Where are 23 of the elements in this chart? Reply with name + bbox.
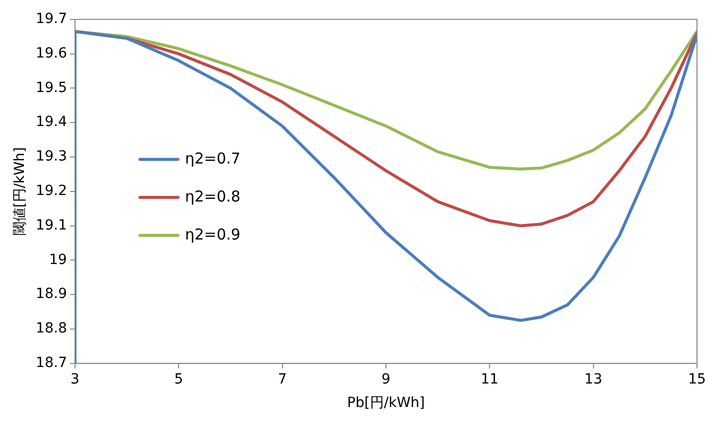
x-tick-label: 9 bbox=[382, 371, 390, 388]
y-tick-label: 19.7 bbox=[36, 11, 67, 28]
y-tick-label: 19.6 bbox=[36, 45, 68, 62]
y-tick-label: 19.4 bbox=[36, 114, 68, 130]
y-tick-label: 19.5 bbox=[36, 80, 67, 96]
x-tick-label: 13 bbox=[584, 371, 602, 388]
x-tick-label: 3 bbox=[70, 371, 80, 388]
x-tick-label: 7 bbox=[278, 371, 287, 388]
y-tick-label: 19.3 bbox=[36, 148, 67, 165]
y-tick-label: 18.7 bbox=[36, 355, 67, 372]
y-tick-label: 19.1 bbox=[36, 217, 67, 234]
x-tick-label: 11 bbox=[480, 371, 499, 388]
x-axis-title: Pb[円/kWh] bbox=[347, 395, 425, 412]
y-tick-label: 18.8 bbox=[36, 320, 67, 337]
legend-label: η2=0.7 bbox=[184, 149, 240, 168]
legend-label: η2=0.8 bbox=[184, 187, 240, 206]
y-tick-label: 19.2 bbox=[36, 183, 67, 200]
y-axis-title: 閾値[円/kWh] bbox=[12, 147, 28, 236]
y-tick-label: 19 bbox=[49, 252, 67, 268]
y-tick-label: 18.9 bbox=[36, 286, 67, 302]
x-tick-label: 5 bbox=[174, 371, 184, 388]
x-tick-label: 15 bbox=[688, 371, 706, 388]
legend-label: η2=0.9 bbox=[184, 225, 240, 244]
